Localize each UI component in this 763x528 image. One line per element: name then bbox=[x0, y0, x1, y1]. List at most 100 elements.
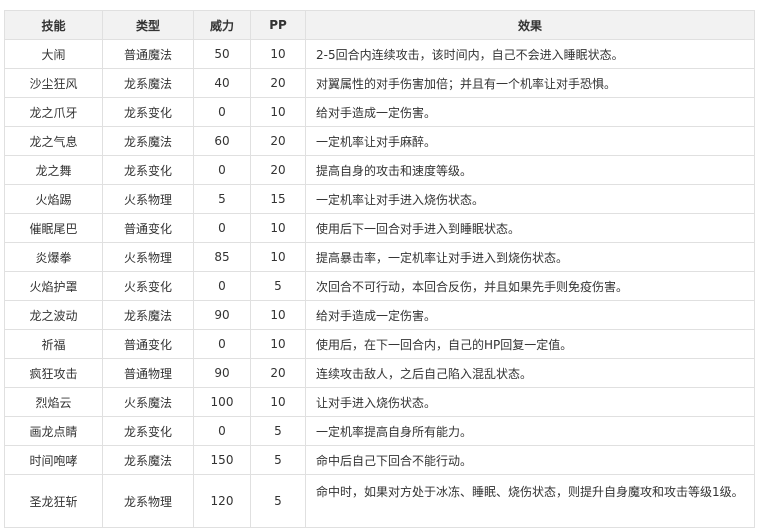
skill-power-cell: 90 bbox=[193, 300, 251, 330]
skill-name-cell: 火焰踢 bbox=[4, 184, 103, 214]
table-row: 龙之波动 龙系魔法 90 10 给对手造成一定伤害。 bbox=[4, 300, 755, 330]
skill-effect-cell: 一定机率让对手进入烧伤状态。 bbox=[305, 184, 755, 214]
skill-name-cell: 炎爆拳 bbox=[4, 242, 103, 272]
skill-power-cell: 60 bbox=[193, 126, 251, 156]
skill-effect-cell: 连续攻击敌人，之后自己陷入混乱状态。 bbox=[305, 358, 755, 388]
skill-type-cell: 龙系变化 bbox=[102, 416, 194, 446]
skills-table: 技能 类型 威力 PP 效果 大闹 普通魔法 50 10 2-5回合内连续攻击，该时间内… bbox=[4, 10, 755, 528]
skill-power-cell: 90 bbox=[193, 358, 251, 388]
header-row: 技能 类型 威力 PP 效果 bbox=[4, 10, 755, 40]
skill-effect-cell: 命中后自己下回合不能行动。 bbox=[305, 445, 755, 475]
skill-type-cell: 火系物理 bbox=[102, 184, 194, 214]
skill-name-cell: 龙之爪牙 bbox=[4, 97, 103, 127]
skill-power-cell: 85 bbox=[193, 242, 251, 272]
skill-effect-cell: 一定机率提高自身所有能力。 bbox=[305, 416, 755, 446]
table-row: 沙尘狂风 龙系魔法 40 20 对翼属性的对手伤害加倍；并且有一个机率让对手恐惧。 bbox=[4, 68, 755, 98]
skill-effect-cell: 让对手进入烧伤状态。 bbox=[305, 387, 755, 417]
skill-name-cell: 时间咆哮 bbox=[4, 445, 103, 475]
table-row: 大闹 普通魔法 50 10 2-5回合内连续攻击，该时间内，自己不会进入睡眠状态。 bbox=[4, 39, 755, 69]
skill-effect-cell: 一定机率让对手麻醉。 bbox=[305, 126, 755, 156]
skill-name-cell: 龙之气息 bbox=[4, 126, 103, 156]
skill-effect-cell: 使用后下一回合对手进入到睡眠状态。 bbox=[305, 213, 755, 243]
skill-pp-cell: 10 bbox=[250, 387, 306, 417]
skill-type-cell: 龙系魔法 bbox=[102, 300, 194, 330]
skill-power-cell: 0 bbox=[193, 416, 251, 446]
skill-name-cell: 大闹 bbox=[4, 39, 103, 69]
skill-name-cell: 圣龙狂斩 bbox=[4, 474, 103, 528]
skill-effect-cell: 使用后，在下一回合内，自己的HP回复一定值。 bbox=[305, 329, 755, 359]
skill-power-cell: 0 bbox=[193, 155, 251, 185]
skill-power-cell: 5 bbox=[193, 184, 251, 214]
skill-pp-cell: 5 bbox=[250, 445, 306, 475]
skill-type-cell: 龙系变化 bbox=[102, 155, 194, 185]
table-row: 催眠尾巴 普通变化 0 10 使用后下一回合对手进入到睡眠状态。 bbox=[4, 213, 755, 243]
skill-pp-cell: 20 bbox=[250, 68, 306, 98]
skill-type-cell: 普通物理 bbox=[102, 358, 194, 388]
skill-pp-cell: 10 bbox=[250, 329, 306, 359]
skill-type-cell: 普通变化 bbox=[102, 329, 194, 359]
header-type: 类型 bbox=[102, 10, 194, 40]
table-row: 时间咆哮 龙系魔法 150 5 命中后自己下回合不能行动。 bbox=[4, 445, 755, 475]
table-row: 画龙点睛 龙系变化 0 5 一定机率提高自身所有能力。 bbox=[4, 416, 755, 446]
table-row: 炎爆拳 火系物理 85 10 提高暴击率，一定机率让对手进入到烧伤状态。 bbox=[4, 242, 755, 272]
skill-type-cell: 火系物理 bbox=[102, 242, 194, 272]
table-row: 圣龙狂斩 龙系物理 120 5 命中时，如果对方处于冰冻、睡眠、烧伤状态，则提升自身魔攻… bbox=[4, 474, 755, 528]
skill-pp-cell: 5 bbox=[250, 271, 306, 301]
skill-pp-cell: 20 bbox=[250, 358, 306, 388]
skill-power-cell: 0 bbox=[193, 97, 251, 127]
skill-effect-cell: 对翼属性的对手伤害加倍；并且有一个机率让对手恐惧。 bbox=[305, 68, 755, 98]
skill-type-cell: 龙系物理 bbox=[102, 474, 194, 528]
skill-type-cell: 火系变化 bbox=[102, 271, 194, 301]
skill-pp-cell: 20 bbox=[250, 155, 306, 185]
skill-effect-cell: 2-5回合内连续攻击，该时间内，自己不会进入睡眠状态。 bbox=[305, 39, 755, 69]
skill-name-cell: 祈福 bbox=[4, 329, 103, 359]
skill-pp-cell: 10 bbox=[250, 213, 306, 243]
skill-name-cell: 龙之波动 bbox=[4, 300, 103, 330]
skill-effect-cell: 提高自身的攻击和速度等级。 bbox=[305, 155, 755, 185]
table-row: 火焰踢 火系物理 5 15 一定机率让对手进入烧伤状态。 bbox=[4, 184, 755, 214]
skill-name-cell: 疯狂攻击 bbox=[4, 358, 103, 388]
skill-power-cell: 50 bbox=[193, 39, 251, 69]
skill-name-cell: 火焰护罩 bbox=[4, 271, 103, 301]
skill-name-cell: 烈焰云 bbox=[4, 387, 103, 417]
skill-power-cell: 120 bbox=[193, 474, 251, 528]
skill-pp-cell: 20 bbox=[250, 126, 306, 156]
skill-power-cell: 0 bbox=[193, 271, 251, 301]
skill-name-cell: 催眠尾巴 bbox=[4, 213, 103, 243]
header-skill: 技能 bbox=[4, 10, 103, 40]
table-row: 龙之爪牙 龙系变化 0 10 给对手造成一定伤害。 bbox=[4, 97, 755, 127]
skill-power-cell: 150 bbox=[193, 445, 251, 475]
skill-effect-cell: 给对手造成一定伤害。 bbox=[305, 97, 755, 127]
header-power: 威力 bbox=[193, 10, 251, 40]
skill-type-cell: 龙系变化 bbox=[102, 97, 194, 127]
skill-type-cell: 龙系魔法 bbox=[102, 445, 194, 475]
skill-power-cell: 100 bbox=[193, 387, 251, 417]
skill-name-cell: 沙尘狂风 bbox=[4, 68, 103, 98]
table-row: 龙之气息 龙系魔法 60 20 一定机率让对手麻醉。 bbox=[4, 126, 755, 156]
skill-type-cell: 火系魔法 bbox=[102, 387, 194, 417]
skill-pp-cell: 10 bbox=[250, 300, 306, 330]
skill-effect-cell: 提高暴击率，一定机率让对手进入到烧伤状态。 bbox=[305, 242, 755, 272]
skill-effect-cell: 次回合不可行动，本回合反伤，并且如果先手则免疫伤害。 bbox=[305, 271, 755, 301]
skill-pp-cell: 10 bbox=[250, 242, 306, 272]
skill-pp-cell: 5 bbox=[250, 474, 306, 528]
skill-power-cell: 0 bbox=[193, 329, 251, 359]
skill-name-cell: 龙之舞 bbox=[4, 155, 103, 185]
skill-power-cell: 0 bbox=[193, 213, 251, 243]
skill-effect-cell: 命中时，如果对方处于冰冻、睡眠、烧伤状态，则提升自身魔攻和攻击等级1级。 bbox=[305, 474, 755, 528]
table-row: 龙之舞 龙系变化 0 20 提高自身的攻击和速度等级。 bbox=[4, 155, 755, 185]
skill-type-cell: 普通魔法 bbox=[102, 39, 194, 69]
skill-pp-cell: 10 bbox=[250, 97, 306, 127]
skill-pp-cell: 10 bbox=[250, 39, 306, 69]
table-row: 火焰护罩 火系变化 0 5 次回合不可行动，本回合反伤，并且如果先手则免疫伤害。 bbox=[4, 271, 755, 301]
skill-type-cell: 普通变化 bbox=[102, 213, 194, 243]
skill-effect-cell: 给对手造成一定伤害。 bbox=[305, 300, 755, 330]
skill-pp-cell: 5 bbox=[250, 416, 306, 446]
skill-power-cell: 40 bbox=[193, 68, 251, 98]
table-row: 祈福 普通变化 0 10 使用后，在下一回合内，自己的HP回复一定值。 bbox=[4, 329, 755, 359]
skill-type-cell: 龙系魔法 bbox=[102, 126, 194, 156]
skill-pp-cell: 15 bbox=[250, 184, 306, 214]
header-effect: 效果 bbox=[305, 10, 755, 40]
table-row: 疯狂攻击 普通物理 90 20 连续攻击敌人，之后自己陷入混乱状态。 bbox=[4, 358, 755, 388]
table-row: 烈焰云 火系魔法 100 10 让对手进入烧伤状态。 bbox=[4, 387, 755, 417]
